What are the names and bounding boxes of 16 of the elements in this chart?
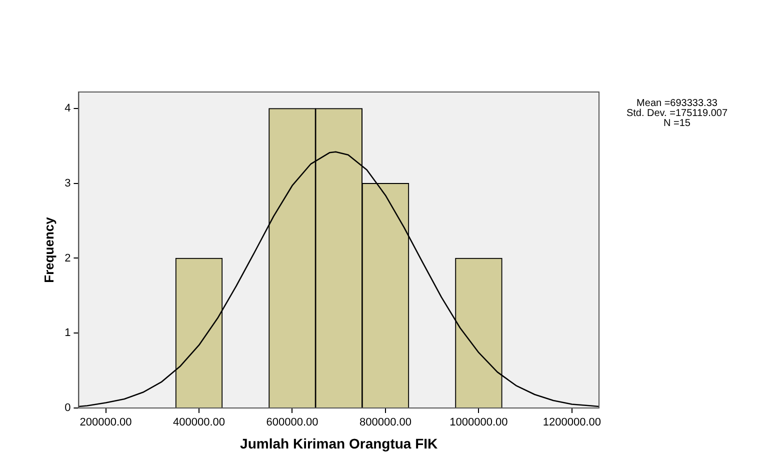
x-tick-label: 200000.00 xyxy=(80,416,132,429)
text: Std. Dev. =175119.007 xyxy=(626,108,728,119)
y-tick-label: 3 xyxy=(64,177,71,190)
x-tick-label: 400000.00 xyxy=(173,416,225,429)
x-tick-label: 600000.00 xyxy=(266,416,318,429)
y-axis-title: Frequency xyxy=(41,216,56,283)
y-tick-label: 4 xyxy=(64,102,71,115)
x-tick-label: 800000.00 xyxy=(359,416,412,429)
x-tick-label: 1000000.00 xyxy=(450,416,508,429)
x-tick-label: 1200000.00 xyxy=(542,416,602,429)
y-tick-label: 2 xyxy=(64,252,71,264)
text: N =15 xyxy=(664,118,691,129)
x-axis-title: Jumlah Kiriman Orangtua FIK xyxy=(240,435,438,452)
y-tick-label: 0 xyxy=(64,402,71,414)
y-tick-label: 1 xyxy=(64,327,71,340)
text: Mean =693333.33 xyxy=(636,98,718,109)
